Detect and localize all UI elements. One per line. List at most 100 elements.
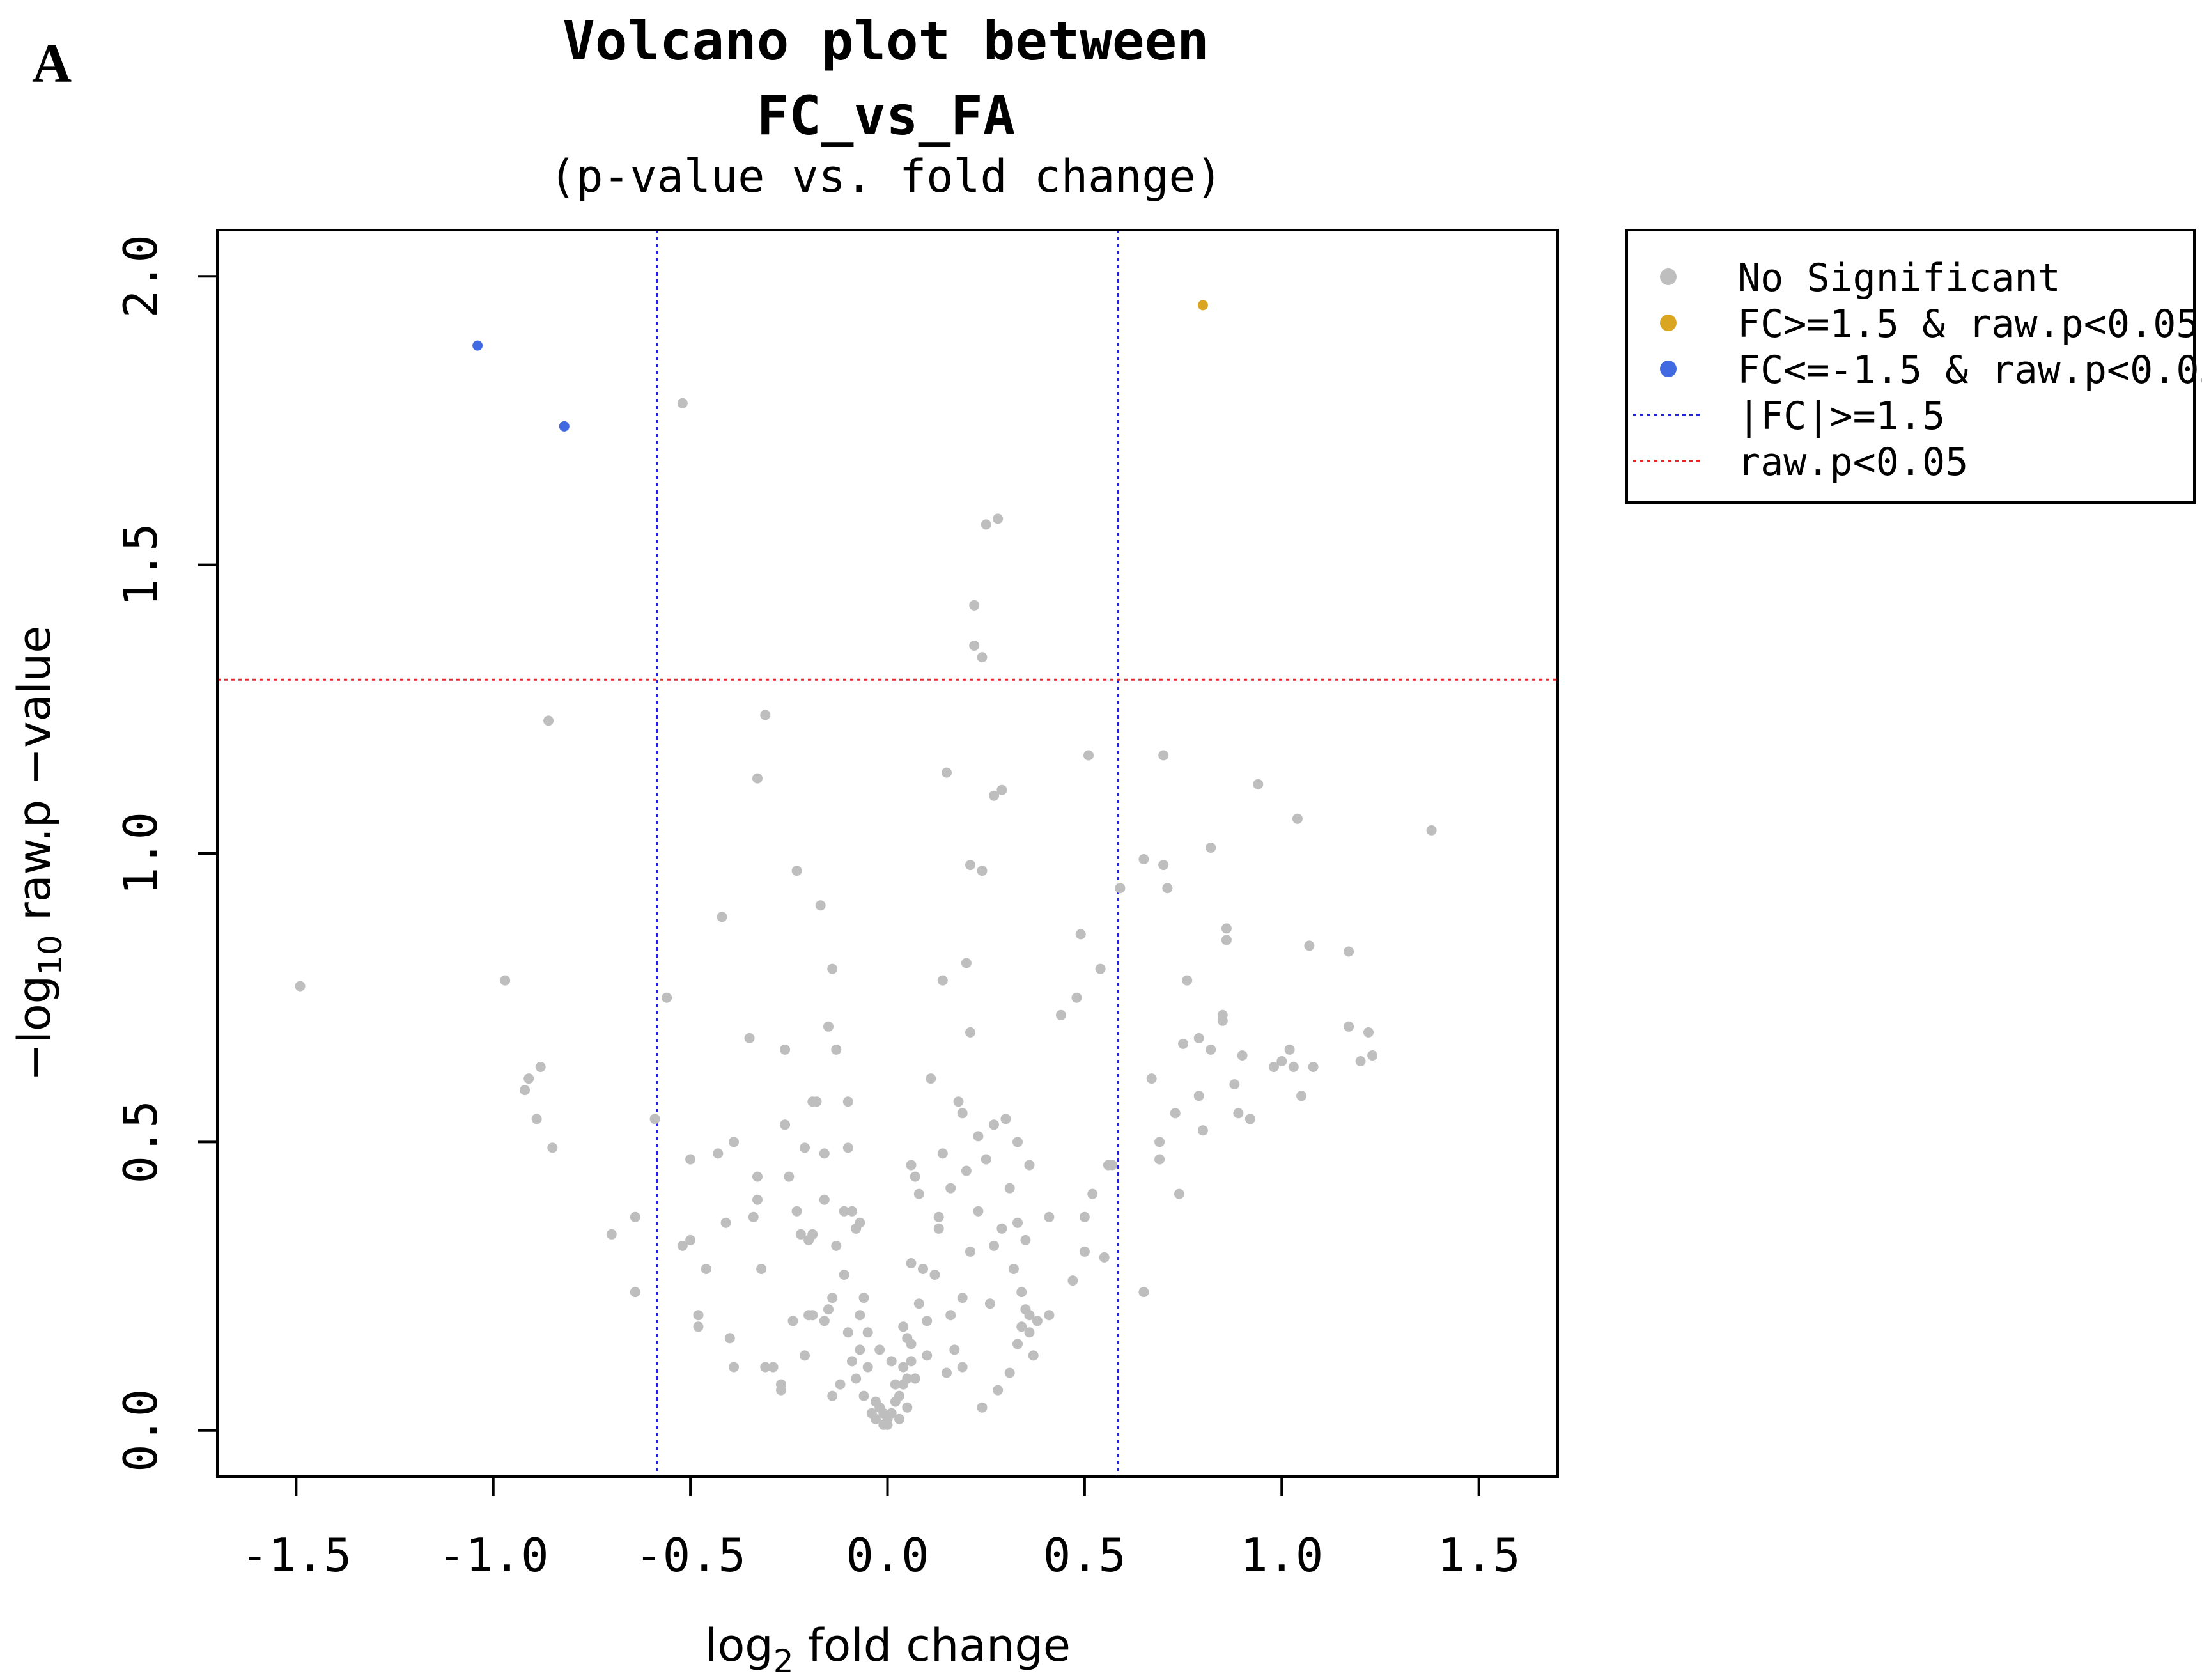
data-point (523, 1073, 534, 1084)
x-axis-label-subscript: 2 (773, 1643, 794, 1680)
data-point (839, 1206, 849, 1217)
data-point (1268, 1062, 1279, 1072)
data-point (842, 1096, 853, 1107)
data-point (701, 1264, 711, 1274)
data-points (295, 300, 1437, 1430)
data-point (547, 1142, 558, 1153)
data-point (717, 912, 727, 922)
data-point (839, 1270, 849, 1280)
data-point (993, 513, 1004, 524)
data-point (989, 1240, 999, 1251)
data-point (729, 1362, 739, 1373)
data-point (472, 340, 483, 351)
data-point (1174, 1188, 1184, 1199)
data-point (606, 1229, 617, 1240)
data-point (984, 1298, 995, 1309)
data-point (693, 1310, 704, 1321)
y-tick-label: 0.0 (114, 1389, 167, 1472)
x-axis: -1.5 -1.0 -0.5 0.0 0.5 1.0 1.5 (241, 1475, 1521, 1582)
data-point (906, 1339, 917, 1349)
data-point (1004, 1367, 1015, 1378)
data-point (1206, 1044, 1216, 1055)
data-point (902, 1373, 913, 1384)
data-point (823, 1304, 834, 1315)
data-point (677, 1240, 688, 1251)
data-point (1115, 883, 1126, 894)
data-point (543, 715, 554, 726)
data-point (957, 1108, 968, 1119)
data-point (913, 1188, 924, 1199)
data-point (937, 1148, 948, 1159)
data-point (933, 1223, 944, 1234)
data-point (1016, 1321, 1027, 1332)
data-point (791, 866, 802, 876)
data-point (1012, 1339, 1023, 1349)
data-point (1146, 1073, 1157, 1084)
data-point (1253, 779, 1264, 789)
x-tick-label: -1.0 (438, 1528, 548, 1582)
x-axis-label: log2 fold change (705, 1619, 1071, 1680)
data-point (800, 1350, 810, 1361)
data-point (1055, 1009, 1066, 1020)
data-point (1193, 1091, 1204, 1101)
chart-title-line1: Volcano plot between (562, 10, 1209, 72)
data-point (1004, 1183, 1015, 1194)
data-point (787, 1316, 798, 1326)
data-point (996, 1223, 1007, 1234)
data-point (957, 1293, 968, 1303)
data-point (807, 1310, 818, 1321)
data-point (776, 1385, 786, 1396)
data-point (973, 1131, 984, 1142)
data-point (748, 1211, 759, 1222)
data-point (926, 1073, 936, 1084)
data-point (807, 1229, 818, 1240)
y-tick-label: 0.5 (114, 1100, 167, 1183)
data-point (871, 1413, 881, 1424)
data-point (819, 1194, 830, 1205)
data-point (649, 1114, 660, 1124)
data-point (949, 1344, 960, 1355)
data-point (831, 1044, 842, 1055)
data-point (933, 1211, 944, 1222)
data-point (858, 1390, 869, 1401)
data-point (1067, 1275, 1078, 1286)
data-point (729, 1137, 739, 1147)
data-point (1292, 813, 1303, 824)
data-point (874, 1344, 885, 1355)
x-tick-label: 1.0 (1240, 1528, 1323, 1582)
data-point (744, 1032, 755, 1043)
data-point (977, 652, 988, 663)
data-point (752, 1171, 763, 1182)
data-point (1000, 1114, 1011, 1124)
data-point (910, 1171, 920, 1182)
data-point (1075, 929, 1086, 940)
data-point (500, 975, 511, 986)
data-point (791, 1206, 802, 1217)
data-point (815, 900, 826, 911)
data-point (768, 1362, 779, 1373)
chart-title-line2: FC_vs_FA (757, 84, 1016, 147)
data-point (1367, 1050, 1378, 1061)
y-axis-label-log: −log (8, 976, 61, 1081)
data-point (827, 963, 838, 974)
data-point (831, 1240, 842, 1251)
x-axis-label-rest: fold change (794, 1619, 1071, 1672)
data-point (1296, 1091, 1307, 1101)
data-point (1284, 1044, 1295, 1055)
data-point (918, 1264, 928, 1274)
data-point (989, 1119, 999, 1130)
legend-marker (1660, 268, 1677, 285)
data-point (295, 981, 306, 992)
legend-label: raw.p<0.05 (1737, 440, 1968, 485)
data-point (1237, 1050, 1248, 1061)
data-point (677, 398, 688, 408)
data-point (1158, 750, 1169, 761)
data-point (1178, 1038, 1189, 1049)
x-tick-label: -1.5 (241, 1528, 352, 1582)
data-point (886, 1356, 897, 1367)
data-point (1024, 1310, 1035, 1321)
data-point (886, 1408, 897, 1419)
data-point (823, 1021, 834, 1032)
data-point (942, 1367, 952, 1378)
data-point (1095, 963, 1106, 974)
